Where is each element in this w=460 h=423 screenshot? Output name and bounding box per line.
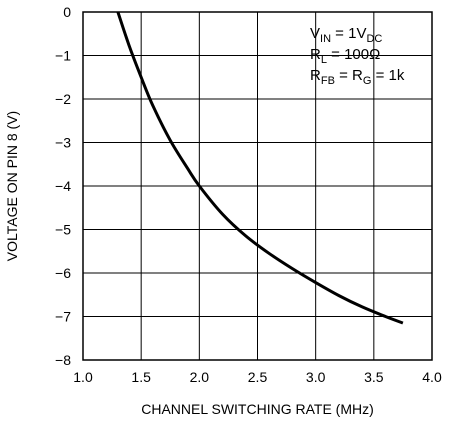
y-tick-label: −1 [55,48,71,64]
y-axis-label: VOLTAGE ON PIN 8 (V) [4,111,20,261]
y-tick-label: −5 [55,222,71,238]
x-tick-label: 1.5 [131,369,151,385]
y-tick-labels: 0 −1 −2 −3 −4 −5 −6 −7 −8 [55,4,71,368]
x-axis-label: CHANNEL SWITCHING RATE (MHz) [141,401,374,417]
condition-line: RL = 100Ω [310,46,380,66]
x-tick-label: 4.0 [422,369,442,385]
x-tick-label: 1.0 [73,369,93,385]
series-line [116,11,404,325]
y-tick-label: −2 [55,91,71,107]
x-tick-label: 2.5 [248,369,268,385]
condition-line: VIN = 1VDC [310,25,382,45]
y-tick-label: −4 [55,178,71,194]
plot-frame [82,11,433,361]
y-tick-label: −7 [55,309,71,325]
x-tick-label: 2.0 [190,369,210,385]
y-tick-label: 0 [63,4,71,20]
x-tick-label: 3.0 [306,369,326,385]
x-tick-labels: 1.0 1.5 2.0 2.5 3.0 3.5 4.0 [73,369,442,385]
y-tick-label: −6 [55,265,71,281]
y-tick-label: −8 [55,352,71,368]
grid [82,11,433,361]
y-tick-label: −3 [55,135,71,151]
x-tick-label: 3.5 [364,369,384,385]
condition-line: RFB = RG = 1k [310,67,405,87]
